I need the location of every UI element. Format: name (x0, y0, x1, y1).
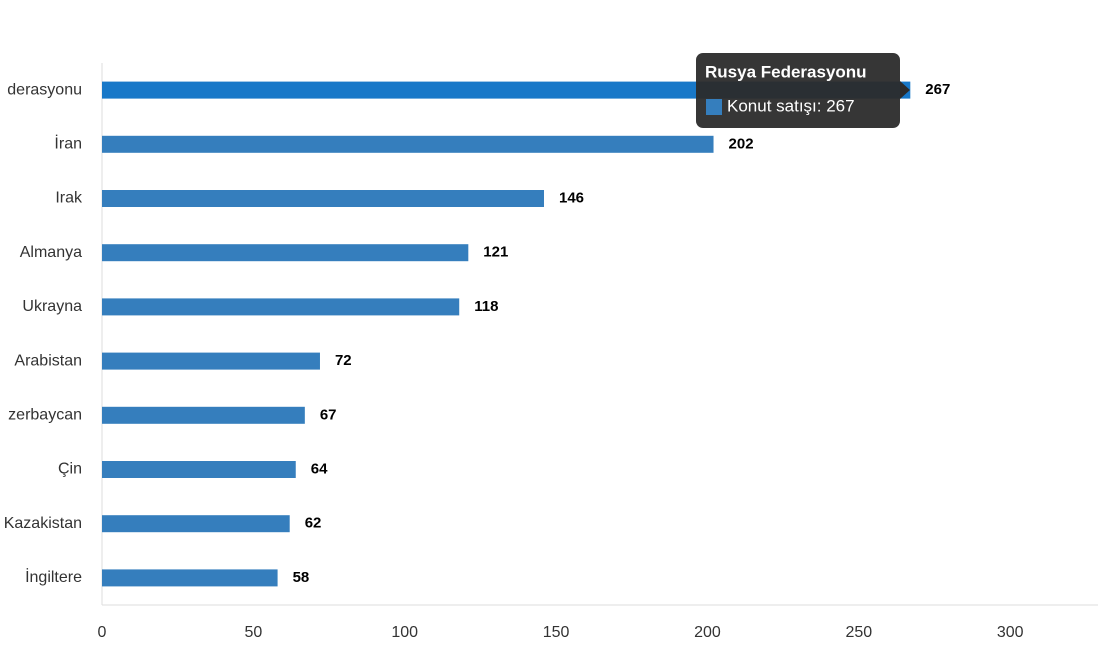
y-tick-label: Irak (55, 190, 83, 207)
value-label: 62 (305, 515, 322, 532)
value-label: 58 (293, 569, 310, 586)
y-tick-label: Çin (58, 461, 82, 478)
bar (102, 352, 320, 370)
tooltip-arrow (900, 81, 910, 99)
bar (102, 135, 714, 153)
tooltip-swatch (706, 99, 722, 115)
y-tick-label: derasyonu (7, 81, 82, 98)
y-tick-label: Almanya (20, 244, 82, 261)
plot: 0 50 100 150 200 250 300 derasyonu 267 İran 202 Ira… (4, 63, 1098, 641)
y-tick-label: Ukrayna (22, 298, 82, 315)
x-tick-label: 0 (98, 624, 107, 641)
x-tick-label: 50 (244, 624, 262, 641)
tooltip-box (696, 53, 900, 128)
bar (102, 461, 296, 478)
x-tick-label: 100 (391, 624, 418, 641)
x-tick-label: 150 (543, 624, 570, 641)
x-tick-label: 300 (997, 624, 1024, 641)
y-tick-label: zerbaycan (8, 407, 82, 424)
value-label: 202 (729, 135, 754, 152)
y-tick-label: İngiltere (25, 567, 82, 586)
bar (102, 515, 290, 533)
value-label: 146 (559, 189, 584, 206)
value-label: 121 (483, 244, 508, 261)
value-label: 118 (474, 298, 498, 315)
tooltip-text: Konut satışı: 267 (727, 96, 855, 115)
x-tick-label: 200 (694, 624, 721, 641)
bar (102, 190, 544, 207)
value-label: 64 (311, 460, 328, 477)
bar (102, 406, 305, 424)
y-tick-label: İran (54, 134, 82, 153)
value-label: 72 (335, 352, 352, 369)
bar (102, 244, 469, 262)
y-tick-label: Arabistan (14, 352, 82, 369)
y-tick-label: Kazakistan (4, 515, 82, 532)
bar (102, 569, 278, 587)
bar (102, 298, 460, 316)
value-label: 267 (925, 81, 950, 98)
tooltip: Rusya Federasyonu Konut satışı: 267 (696, 53, 910, 128)
value-label: 67 (320, 406, 337, 423)
tooltip-title: Rusya Federasyonu (705, 62, 867, 81)
x-tick-label: 250 (845, 624, 872, 641)
